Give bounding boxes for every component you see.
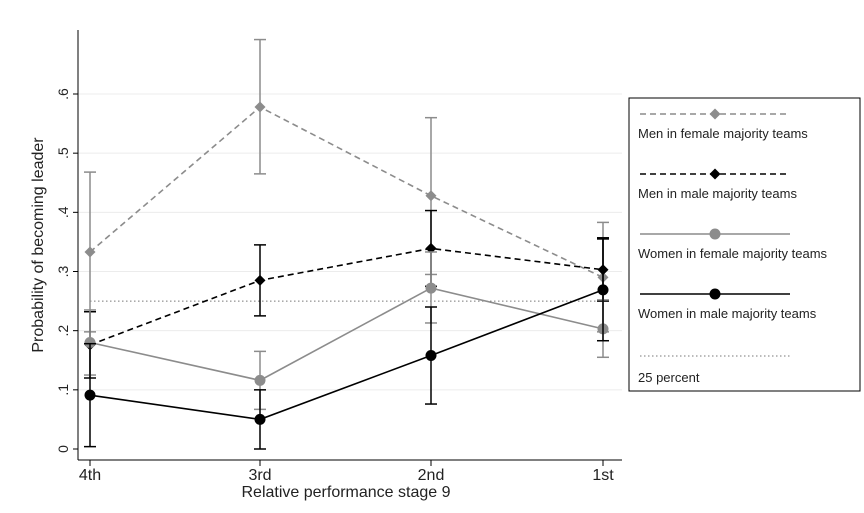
legend-box (628, 97, 861, 392)
x-tick-label: 4th (79, 467, 101, 484)
series-3 (84, 251, 609, 411)
legend-label: Men in male majority teams (638, 186, 797, 201)
x-axis-ticks: 4th 3rd 2nd 1st (79, 460, 614, 484)
y-tick-label: 0 (55, 445, 71, 453)
legend-label: Women in female majority teams (638, 246, 828, 261)
legend-item: Women in female majority teams (638, 228, 828, 261)
y-axis-ticks: 0 .1 .2 .3 .4 .5 .6 (55, 88, 78, 453)
axes (77, 30, 622, 461)
legend-key-marker (709, 228, 721, 240)
data-point (425, 190, 437, 202)
legend-label: Men in female majority teams (638, 126, 808, 141)
legend-key-marker (709, 288, 721, 300)
x-tick-label: 2nd (418, 467, 445, 484)
data-point (597, 284, 609, 296)
x-axis-label: Relative performance stage 9 (242, 484, 451, 501)
series-line (89, 247, 604, 346)
data-point (84, 337, 96, 348)
series-line (89, 287, 604, 382)
y-tick-label: .2 (55, 325, 71, 337)
data-point (254, 101, 266, 113)
legend-item: Women in male majority teams (638, 288, 817, 321)
legend-key-marker (709, 108, 721, 120)
data-point (254, 374, 266, 386)
series-2 (84, 209, 609, 379)
data-point (84, 246, 96, 258)
data-point (254, 274, 266, 286)
series-line (89, 106, 604, 279)
gridlines (78, 93, 622, 391)
legend: Men in female majority teams Men in male … (628, 97, 861, 392)
y-tick-label: .4 (55, 206, 71, 218)
x-tick-label: 3rd (248, 467, 271, 484)
data-point (254, 413, 266, 425)
y-tick-label: .3 (55, 265, 71, 277)
data-point (84, 389, 96, 401)
y-axis-label: Probability of becoming leader (30, 137, 47, 353)
series-4 (84, 238, 609, 450)
y-tick-label: .1 (55, 384, 71, 396)
legend-item: 25 percent (638, 355, 790, 385)
legend-item: Men in female majority teams (638, 108, 808, 141)
series-line (89, 289, 604, 421)
legend-item: Men in male majority teams (638, 168, 797, 201)
y-tick-label: .6 (55, 88, 71, 100)
y-tick-label: .5 (55, 147, 71, 159)
x-tick-label: 1st (592, 467, 614, 484)
data-point (425, 350, 437, 362)
series-1 (84, 38, 609, 333)
data-point (425, 282, 437, 294)
legend-label: Women in male majority teams (638, 306, 817, 321)
data-point (425, 242, 437, 254)
series-layer (84, 38, 609, 450)
legend-key-marker (709, 168, 721, 180)
legend-label: 25 percent (638, 370, 700, 385)
